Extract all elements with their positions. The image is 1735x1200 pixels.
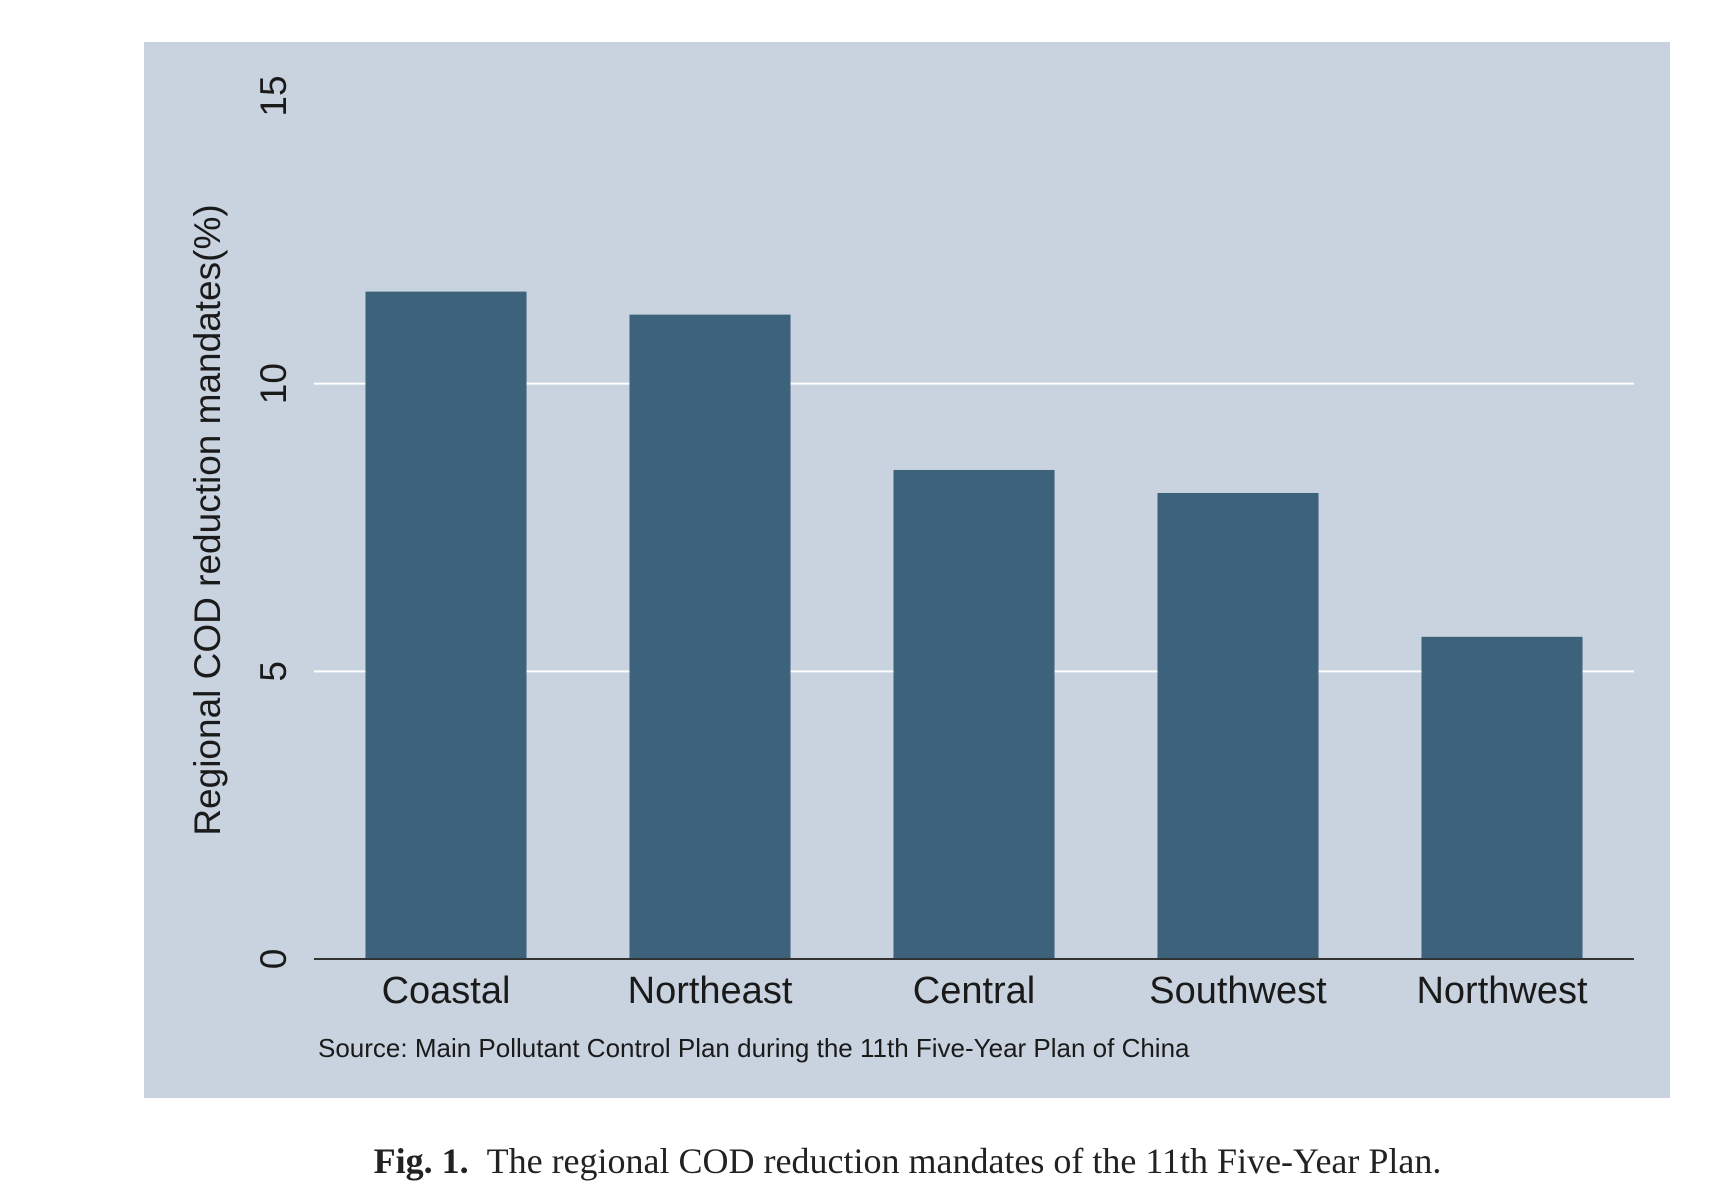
x-tick-label: Central xyxy=(913,970,1036,1012)
x-tick-label: Northwest xyxy=(1416,970,1587,1012)
y-tick-label: 15 xyxy=(253,75,294,116)
bar-central xyxy=(893,469,1055,959)
x-tick-label: Coastal xyxy=(382,970,511,1012)
y-tick-label: 0 xyxy=(253,949,294,970)
caption-label: Fig. 1. xyxy=(373,1141,469,1181)
bar-northeast xyxy=(629,314,791,959)
bar-northwest xyxy=(1421,636,1583,959)
source-note: Source: Main Pollutant Control Plan duri… xyxy=(318,1033,1190,1063)
x-tick-labels: Coastal Northeast Central Southwest Northwes… xyxy=(382,970,1588,1012)
y-tick-label: 10 xyxy=(253,363,294,404)
bar-southwest xyxy=(1157,492,1319,959)
y-tick-label: 5 xyxy=(253,661,294,682)
y-axis-label: Regional COD reduction mandates(%) xyxy=(187,204,228,835)
y-tick-labels: 0 5 10 15 xyxy=(253,75,294,969)
bar-coastal xyxy=(365,291,527,959)
figure-caption: Fig. 1. The regional COD reduction mandat… xyxy=(0,1140,1735,1182)
x-tick-label: Southwest xyxy=(1149,970,1327,1012)
bars xyxy=(365,291,1583,959)
caption-text: The regional COD reduction mandates of t… xyxy=(486,1141,1442,1181)
x-tick-label: Northeast xyxy=(628,970,793,1012)
